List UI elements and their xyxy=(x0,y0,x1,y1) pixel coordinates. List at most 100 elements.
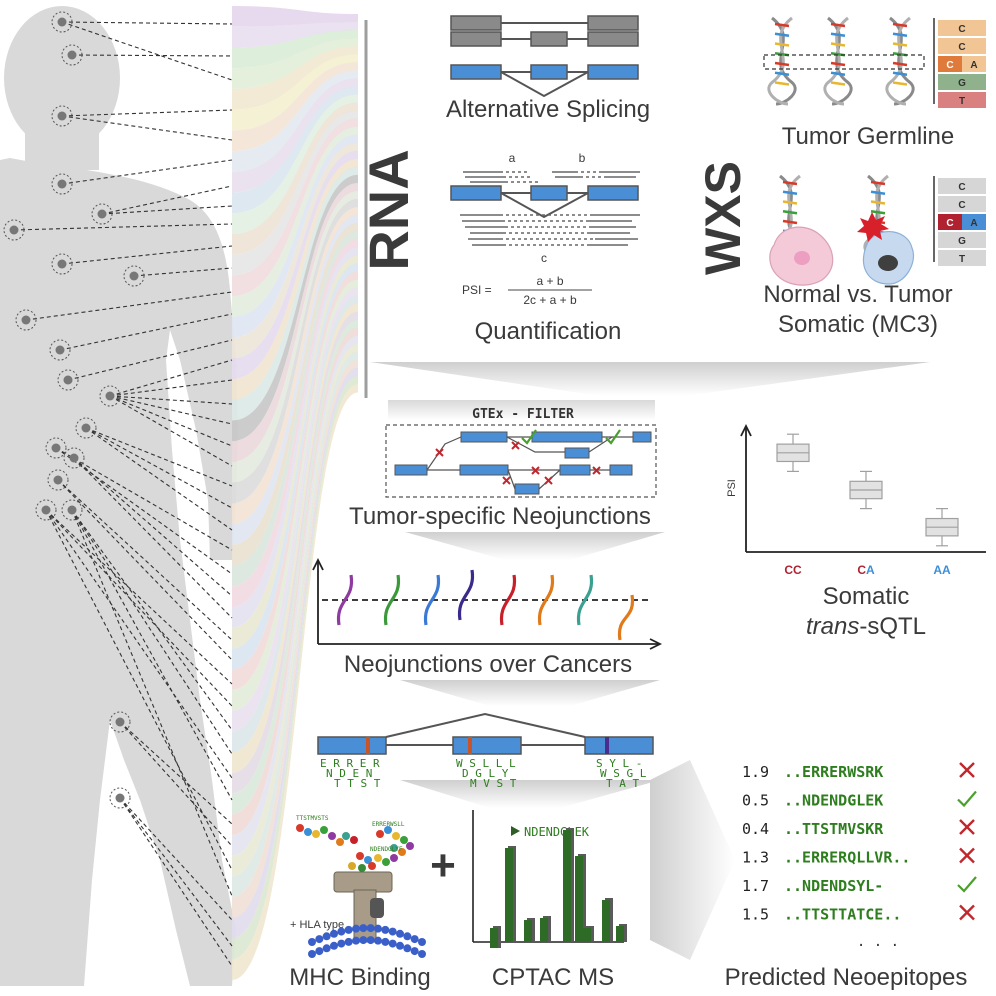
rna-label: RNA xyxy=(357,149,420,270)
lipid-head xyxy=(388,939,397,948)
neoepitope-peptide: ..ERRERQLLVR.. xyxy=(784,849,910,867)
tumor-cell xyxy=(863,230,914,285)
peptide-beads xyxy=(296,824,414,866)
neojunction-curve xyxy=(457,569,475,621)
tissue-site-dot xyxy=(53,475,63,485)
somatic-title: Somatic xyxy=(823,583,910,610)
dna-rung xyxy=(892,22,908,28)
peptide-bead xyxy=(336,838,344,846)
tissue-site-ring xyxy=(45,437,67,459)
tissue-site-dot xyxy=(129,271,139,281)
lipid-head xyxy=(381,937,390,946)
tissue-site-dot xyxy=(9,225,19,235)
psi-ylabel: PSI xyxy=(726,479,738,497)
tissue-leader-line xyxy=(109,359,233,397)
neoepitope-score: 1.5 xyxy=(742,906,769,924)
tissue-site-dot xyxy=(55,345,65,355)
exon2-pep-3: M V S T xyxy=(470,777,517,790)
lipid-head xyxy=(403,944,412,953)
lipid-head xyxy=(366,924,375,933)
neojunction-curves xyxy=(336,569,635,641)
dna-rung xyxy=(774,42,790,47)
sqtl-axes xyxy=(740,423,986,553)
lipid-head xyxy=(308,950,316,958)
tissue-site-dot xyxy=(51,443,61,453)
tissue-leader-line xyxy=(101,205,233,215)
exon3-pep-3: T A T xyxy=(606,777,639,790)
tissue-leader-line xyxy=(85,427,233,487)
base-letter: A xyxy=(970,60,977,71)
lipid-head xyxy=(330,929,338,938)
base-cell xyxy=(938,92,986,108)
lipid-head xyxy=(396,929,404,938)
gtex-cross-icons xyxy=(435,441,601,485)
peptide-bead xyxy=(342,832,350,840)
lipid-head xyxy=(322,944,331,953)
dna-rung xyxy=(870,180,886,186)
dna-rung xyxy=(870,210,886,215)
lipid-head xyxy=(315,947,324,956)
tissue-leader-line xyxy=(119,721,233,825)
tissue-leader-line xyxy=(61,21,233,25)
somatic-mc3-title: Somatic (MC3) xyxy=(778,311,938,338)
tissue-ribbon xyxy=(232,46,358,110)
peptide-bead xyxy=(390,844,398,852)
trans-sqtl-title: trans-sQTL xyxy=(806,613,926,640)
tissue-site-ring xyxy=(109,787,131,809)
exon3-pep-2: W S G L xyxy=(600,767,647,780)
tissue-leader-line xyxy=(13,223,233,231)
normal-cell xyxy=(769,226,834,286)
tissue-leader-line xyxy=(45,509,233,779)
tissue-leader-line xyxy=(109,395,233,467)
exon2-pep-2: D G L Y xyxy=(462,767,509,780)
neojunction-curve xyxy=(423,574,441,626)
tissue-ribbon xyxy=(232,22,358,48)
tissue-site-ring xyxy=(123,265,145,287)
quant-a-label: a xyxy=(509,151,516,165)
cell-membrane xyxy=(308,924,426,958)
dna-rung xyxy=(870,190,886,195)
peptide-bead xyxy=(376,830,384,838)
base-cell xyxy=(938,74,986,90)
tissue-site-dot xyxy=(97,209,107,219)
human-body-silhouette xyxy=(0,6,238,986)
lipid-head xyxy=(381,925,390,934)
tissue-leader-line xyxy=(59,313,233,351)
tissue-ribbon xyxy=(232,142,358,359)
tissue-leader-line xyxy=(45,509,233,871)
quant-c-label: c xyxy=(541,251,547,265)
dna-rung xyxy=(774,61,790,67)
base-cell xyxy=(938,56,962,72)
ms-bar xyxy=(540,918,548,942)
ms-bar xyxy=(616,926,624,942)
peptide-bead xyxy=(384,826,392,834)
neoepitope-score: 1.3 xyxy=(742,849,769,867)
neojunction-curve xyxy=(336,574,354,626)
normal-vs-tumor-title: Normal vs. Tumor xyxy=(763,281,952,308)
neojunction-curve xyxy=(499,574,517,626)
peptide-bead xyxy=(382,858,390,866)
base-cell xyxy=(938,20,986,36)
tissue-leader-line xyxy=(85,427,233,531)
tissue-site-dot xyxy=(67,505,77,515)
lipid-head xyxy=(322,932,331,941)
tissue-site-ring xyxy=(51,11,73,33)
tissue-ribbons xyxy=(232,6,358,980)
plus-sign: + xyxy=(430,841,456,890)
tissue-leader-line xyxy=(71,54,233,57)
tissue-leader-line xyxy=(109,395,233,447)
lipid-head xyxy=(337,927,346,936)
tissue-leader-line xyxy=(61,245,233,265)
tissue-leader-line xyxy=(45,509,233,685)
gtex-check-icons xyxy=(521,429,621,445)
base-letter: C xyxy=(958,42,965,53)
lipid-head xyxy=(359,924,368,933)
peptide-bead xyxy=(328,832,336,840)
lipid-head xyxy=(352,924,360,933)
neoepitope-peptide: ..TTSTMVSKR xyxy=(784,820,884,838)
tissue-site-ring xyxy=(91,203,113,225)
tissue-ribbon xyxy=(232,62,358,152)
tissue-ribbon xyxy=(232,78,358,193)
lipid-head xyxy=(396,941,404,950)
